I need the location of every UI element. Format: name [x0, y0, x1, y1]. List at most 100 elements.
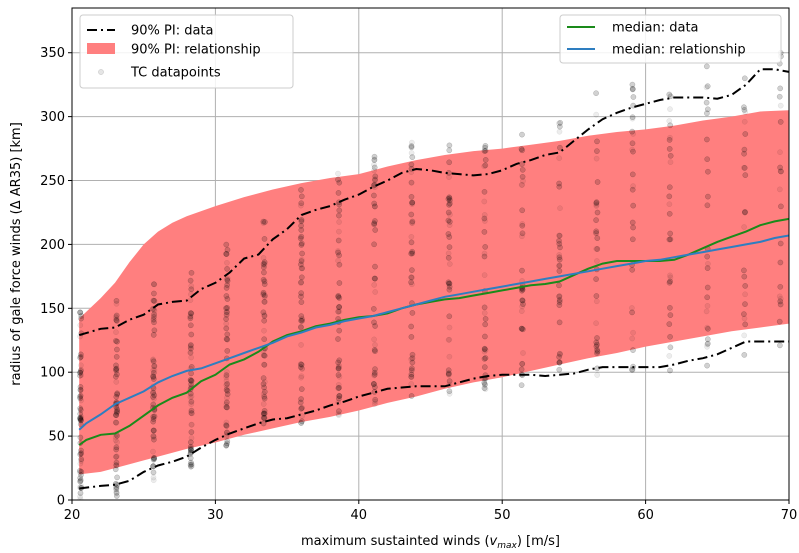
- tc-datapoint: [336, 308, 343, 315]
- tc-datapoint: [336, 393, 343, 399]
- tc-datapoint: [409, 219, 415, 226]
- tc-datapoint: [629, 335, 636, 342]
- tc-datapoint: [224, 296, 231, 302]
- tc-datapoint: [150, 332, 157, 338]
- tc-datapoint: [335, 248, 341, 254]
- tc-datapoint: [409, 201, 415, 207]
- tc-datapoint: [336, 212, 342, 219]
- tc-datapoint: [371, 275, 378, 282]
- tc-datapoint: [776, 293, 783, 300]
- tc-datapoint: [777, 85, 784, 92]
- tc-datapoint: [188, 378, 194, 384]
- tc-datapoint: [741, 150, 747, 157]
- tc-datapoint: [446, 197, 453, 204]
- tc-datapoint: [151, 456, 157, 462]
- tc-datapoint: [224, 276, 231, 283]
- tc-datapoint: [260, 375, 267, 381]
- tc-datapoint: [629, 171, 636, 178]
- tc-datapoint: [594, 341, 600, 348]
- tc-datapoint: [409, 218, 416, 225]
- tc-datapoint: [298, 202, 304, 209]
- tc-datapoint: [741, 311, 747, 317]
- tc-datapoint: [703, 63, 710, 70]
- tc-datapoint: [223, 419, 230, 426]
- tc-datapoint: [705, 260, 711, 267]
- tc-datapoint: [77, 421, 84, 428]
- tc-datapoint: [593, 199, 600, 206]
- tc-datapoint: [777, 301, 784, 308]
- tc-datapoint: [630, 131, 636, 137]
- tc-datapoint: [629, 128, 636, 135]
- tc-datapoint: [371, 371, 378, 378]
- tc-datapoint: [446, 174, 452, 180]
- tc-datapoint: [150, 474, 157, 481]
- tc-datapoint: [372, 275, 378, 282]
- tc-datapoint: [78, 450, 84, 457]
- tc-datapoint: [188, 447, 194, 454]
- tc-datapoint: [262, 298, 268, 305]
- tc-datapoint: [481, 379, 488, 386]
- tc-datapoint: [187, 443, 194, 450]
- tc-datapoint: [150, 394, 156, 400]
- tc-datapoint: [260, 381, 267, 387]
- tc-datapoint: [113, 462, 120, 469]
- tc-datapoint: [557, 351, 563, 358]
- tc-datapoint: [446, 195, 453, 202]
- tc-datapoint: [187, 297, 194, 304]
- tc-datapoint: [666, 184, 673, 191]
- tc-datapoint: [408, 193, 415, 200]
- tc-datapoint: [704, 265, 711, 271]
- tc-datapoint: [408, 334, 415, 340]
- tc-datapoint: [298, 293, 304, 300]
- tc-datapoint: [298, 419, 304, 426]
- tc-datapoint: [666, 146, 673, 152]
- tc-datapoint: [667, 344, 674, 351]
- tc-datapoint: [629, 140, 636, 147]
- tc-datapoint: [630, 148, 636, 155]
- tc-datapoint: [150, 390, 156, 397]
- tc-datapoint: [77, 395, 84, 402]
- tc-datapoint: [630, 329, 636, 336]
- tc-datapoint: [261, 236, 268, 242]
- tc-datapoint: [371, 200, 378, 207]
- tc-datapoint: [556, 366, 563, 373]
- tc-datapoint: [335, 176, 341, 183]
- tc-datapoint: [482, 321, 489, 328]
- tc-datapoint: [77, 496, 84, 500]
- tc-datapoint: [372, 323, 378, 329]
- tc-datapoint: [556, 350, 563, 357]
- tc-datapoint: [593, 228, 600, 235]
- tc-datapoint: [113, 362, 119, 369]
- tc-datapoint: [261, 298, 268, 305]
- tc-datapoint: [151, 392, 158, 399]
- tc-datapoint: [519, 303, 526, 310]
- tc-datapoint: [77, 475, 84, 481]
- tc-datapoint: [113, 300, 120, 307]
- tc-datapoint: [188, 377, 195, 384]
- tc-datapoint: [299, 365, 306, 372]
- tc-datapoint: [187, 377, 194, 383]
- tc-datapoint: [224, 278, 231, 284]
- tc-datapoint: [593, 298, 600, 305]
- tc-datapoint: [408, 161, 415, 168]
- tc-datapoint: [556, 293, 563, 300]
- y-tick-label-7: 350: [40, 46, 65, 61]
- tc-datapoint: [777, 149, 783, 156]
- tc-datapoint: [188, 269, 195, 276]
- tc-datapoint: [336, 304, 343, 310]
- tc-datapoint: [113, 297, 120, 304]
- x-tick-label-4: 60: [637, 508, 654, 523]
- tc-datapoint: [445, 250, 452, 257]
- tc-datapoint: [593, 230, 599, 236]
- tc-datapoint: [372, 342, 378, 348]
- tc-datapoint: [666, 91, 673, 98]
- tc-datapoint: [223, 241, 230, 248]
- legend-right-label-0: median: data: [612, 21, 699, 36]
- tc-datapoint: [261, 327, 267, 334]
- tc-datapoint: [223, 320, 230, 327]
- tc-datapoint: [112, 434, 119, 441]
- tc-datapoint: [187, 342, 194, 349]
- tc-datapoint: [409, 359, 416, 366]
- tc-datapoint: [113, 317, 120, 324]
- tc-datapoint: [519, 131, 525, 138]
